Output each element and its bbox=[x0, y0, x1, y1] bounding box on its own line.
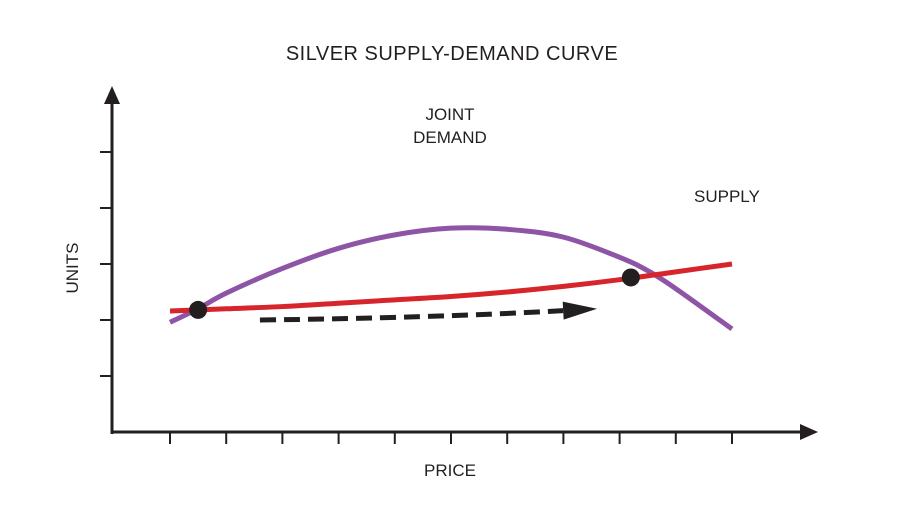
intersection-point bbox=[621, 268, 640, 287]
series-layer bbox=[168, 225, 734, 331]
series-label-joint-demand: JOINT DEMAND bbox=[413, 105, 487, 147]
series-label-line: DEMAND bbox=[413, 128, 487, 147]
series-label-line: SUPPLY bbox=[694, 187, 760, 206]
chart-title: SILVER SUPPLY-DEMAND CURVE bbox=[286, 43, 618, 65]
series-label-supply: SUPPLY bbox=[694, 187, 760, 206]
arrow-layer bbox=[259, 301, 598, 323]
x-ticks bbox=[169, 432, 733, 444]
points-layer bbox=[189, 268, 640, 319]
y-axis-arrowhead bbox=[104, 86, 120, 104]
trend-arrow-shaft bbox=[259, 308, 564, 323]
x-axis-label: PRICE bbox=[424, 461, 476, 480]
labels-layer: JOINT DEMAND SUPPLY bbox=[413, 105, 760, 206]
trend-arrow-head bbox=[562, 301, 598, 320]
series-label-line: JOINT bbox=[425, 105, 474, 124]
series-line-joint-demand bbox=[168, 225, 734, 331]
y-axis-label: UNITS bbox=[63, 243, 82, 294]
x-axis-arrowhead bbox=[800, 424, 818, 440]
intersection-point bbox=[189, 300, 208, 319]
y-ticks bbox=[100, 151, 112, 377]
